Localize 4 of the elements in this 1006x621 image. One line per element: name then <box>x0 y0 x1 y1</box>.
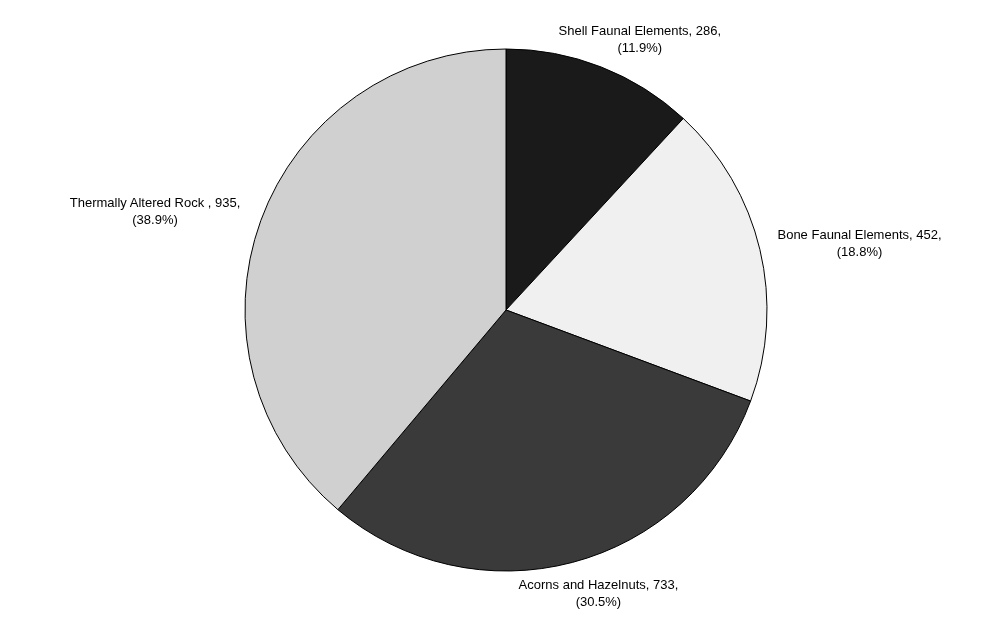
slice-label: Shell Faunal Elements, 286, (11.9%) <box>558 23 722 56</box>
slice-label: Bone Faunal Elements, 452, (18.8%) <box>777 227 942 260</box>
slice-label: Thermally Altered Rock , 935, (38.9%) <box>69 194 241 227</box>
slice-label: Acorns and Hazelnuts, 733, (30.5%) <box>518 577 679 610</box>
